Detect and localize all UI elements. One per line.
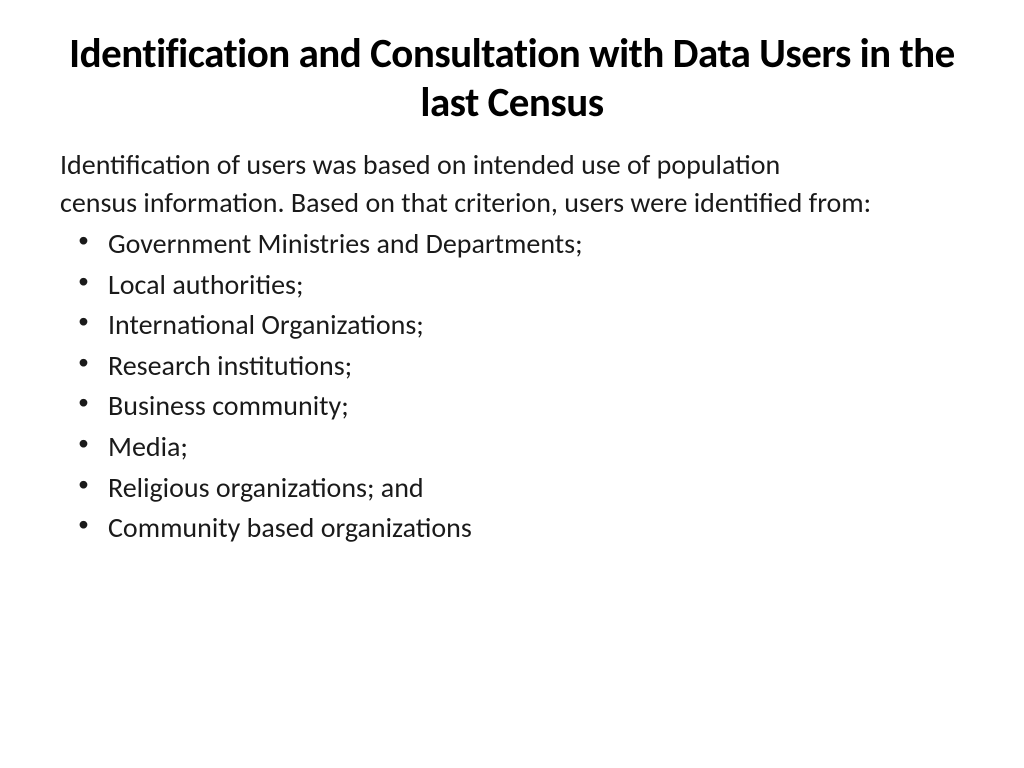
list-item: Research institutions; (60, 346, 964, 387)
list-item: Religious organizations; and (60, 468, 964, 509)
list-item: Local authorities; (60, 265, 964, 306)
slide-title: Identification and Consultation with Dat… (60, 30, 964, 128)
body-content: Identification of users was based on int… (60, 146, 964, 548)
intro-text-line-1: Identification of users was based on int… (60, 146, 964, 184)
bullet-list: Government Ministries and Departments; L… (60, 224, 964, 549)
list-item: Community based organizations (60, 508, 964, 549)
list-item: Government Ministries and Departments; (60, 224, 964, 265)
list-item: Media; (60, 427, 964, 468)
list-item: Business community; (60, 386, 964, 427)
list-item: International Organizations; (60, 305, 964, 346)
intro-text-line-2: census information. Based on that criter… (60, 184, 964, 222)
